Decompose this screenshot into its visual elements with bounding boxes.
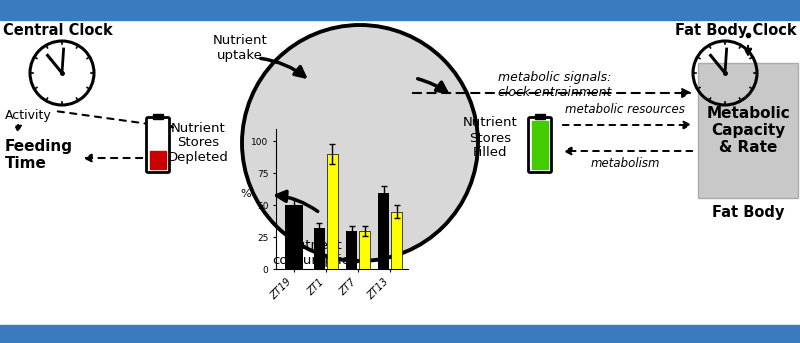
Bar [698, 63, 798, 198]
Bar [535, 114, 545, 119]
Bar [0, 325, 800, 343]
Text: metabolism: metabolism [590, 157, 660, 170]
Text: metabolic resources: metabolic resources [565, 103, 685, 116]
Text: Central Clock: Central Clock [3, 23, 113, 38]
FancyBboxPatch shape [146, 118, 170, 173]
Bar [326, 154, 338, 269]
Circle shape [242, 25, 478, 261]
Bar [285, 205, 302, 269]
Text: Metabolic
Capacity
& Rate: Metabolic Capacity & Rate [706, 106, 790, 155]
Bar [346, 231, 358, 269]
Text: Fat Body Clock: Fat Body Clock [675, 23, 797, 38]
Bar [150, 151, 166, 169]
Bar [532, 121, 548, 169]
Bar [153, 114, 163, 119]
Text: metabolic signals:: metabolic signals: [498, 71, 612, 84]
FancyBboxPatch shape [529, 118, 551, 173]
Text: Activity: Activity [5, 108, 52, 121]
Text: Nutrient
uptake: Nutrient uptake [213, 34, 267, 62]
Bar [391, 212, 402, 269]
Bar [359, 231, 370, 269]
Bar [378, 192, 390, 269]
Y-axis label: %: % [240, 189, 251, 199]
Text: Nutrient
Stores
Depleted: Nutrient Stores Depleted [167, 121, 229, 165]
Bar [0, 0, 800, 20]
Text: Nutrient
Stores
Filled: Nutrient Stores Filled [462, 117, 518, 159]
Text: clock entrainment: clock entrainment [498, 86, 612, 99]
Text: Feeding
Time: Feeding Time [5, 139, 73, 172]
Text: Nutrient
consumption: Nutrient consumption [272, 239, 358, 267]
Text: Fat Body: Fat Body [712, 205, 784, 220]
Bar [314, 228, 325, 269]
